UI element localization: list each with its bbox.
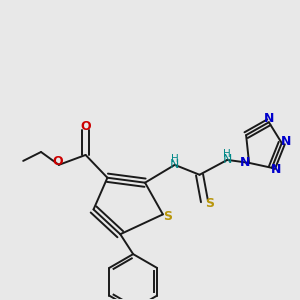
Text: O: O bbox=[52, 155, 63, 168]
Text: S: S bbox=[164, 210, 172, 223]
Text: H: H bbox=[223, 149, 231, 159]
Text: N: N bbox=[223, 153, 232, 167]
Text: N: N bbox=[280, 135, 291, 148]
Text: N: N bbox=[264, 112, 274, 125]
Text: N: N bbox=[240, 156, 251, 170]
Text: H: H bbox=[172, 154, 179, 164]
Text: S: S bbox=[205, 196, 214, 209]
Text: N: N bbox=[170, 158, 179, 171]
Text: N: N bbox=[271, 163, 281, 176]
Text: O: O bbox=[80, 120, 91, 133]
